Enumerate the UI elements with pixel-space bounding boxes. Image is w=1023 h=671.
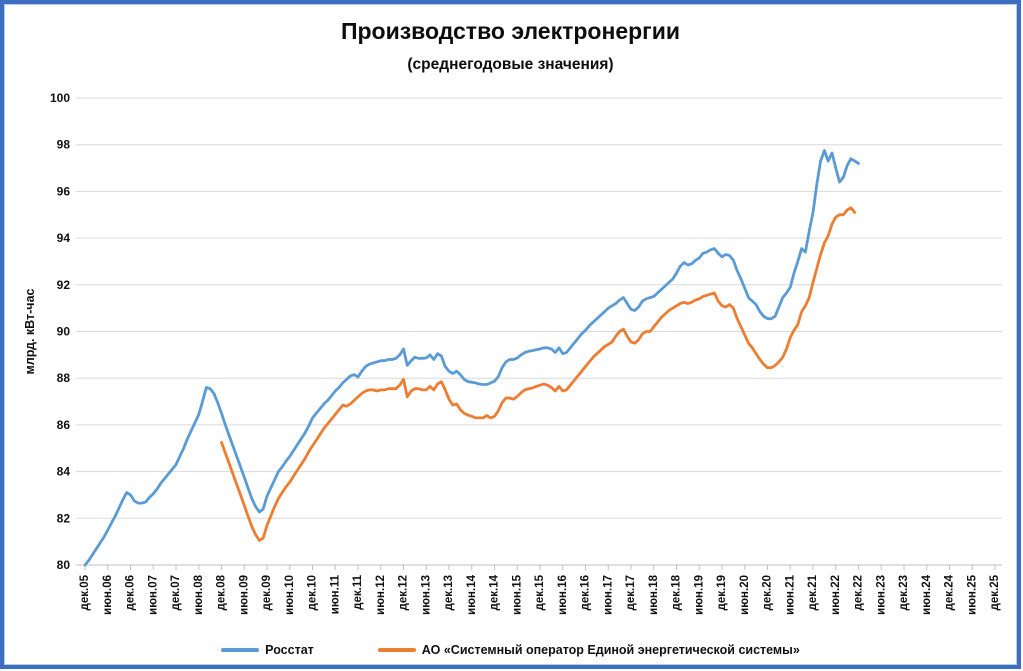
x-axis-tick-label: дек.10: [307, 575, 319, 610]
x-axis-tick-label: дек.13: [443, 575, 455, 610]
y-axis-tick-label: 100: [50, 91, 70, 105]
legend-swatch: [221, 648, 260, 652]
series-line-0: [83, 149, 860, 567]
x-axis-tick-label: дек.14: [489, 574, 501, 610]
x-axis-tick-label: дек.12: [398, 575, 410, 610]
x-axis-tick-label: дек.05: [79, 574, 91, 610]
x-axis-tick-label: июн.14: [466, 574, 478, 614]
y-axis-tick-label: 94: [57, 231, 71, 245]
x-axis-tick-label: дек.25: [989, 574, 1001, 610]
legend-item-rosstat[interactable]: Росстат: [221, 643, 314, 657]
x-axis-tick-label: июн.22: [830, 575, 842, 615]
y-axis-title: млрд. кВт-час: [23, 288, 37, 374]
x-axis-tick-label: июн.25: [966, 574, 978, 614]
x-axis-tick-label: дек.23: [898, 575, 910, 610]
y-axis-tick-label: 92: [57, 278, 71, 292]
x-axis-tick-label: дек.20: [762, 575, 774, 610]
x-axis-tick-label: июн.19: [693, 575, 705, 615]
y-axis-tick-label: 88: [57, 371, 71, 385]
x-axis-tick-label: июн.12: [375, 575, 387, 615]
x-axis-tick-label: июн.09: [238, 575, 250, 615]
chart-title: Производство электронергии: [340, 18, 681, 44]
legend-swatch: [377, 648, 416, 652]
x-axis-tick-label: дек.07: [170, 575, 182, 610]
x-axis-tick-label: дек.21: [807, 574, 819, 610]
chart-subtitle: (среднегодовые значения): [407, 56, 614, 73]
x-axis-tick-label: июн.07: [147, 575, 159, 615]
y-axis-tick-label: 98: [57, 138, 71, 152]
x-axis-tick-label: июн.16: [557, 575, 569, 615]
x-axis-tick-label: июн.21: [784, 574, 796, 614]
y-axis-tick-label: 96: [57, 184, 71, 198]
x-axis-tick-label: дек.17: [625, 575, 637, 610]
x-axis-tick-label: июн.20: [739, 575, 751, 615]
x-axis-tick-label: июн.17: [602, 575, 614, 615]
x-axis-tick-label: июн.08: [193, 574, 205, 614]
x-axis-tick-label: дек.18: [671, 574, 683, 610]
legend-label: Росстат: [265, 643, 314, 657]
x-axis-tick-label: дек.16: [580, 575, 592, 610]
chart-canvas: 80 82 84 86 88 90 92 94 96 98 100 дек.05 июн.06 дек.0…: [23, 91, 1002, 615]
x-axis-tick-label: июн.06: [102, 575, 114, 615]
x-axis-tick-label: дек.22: [853, 575, 865, 610]
x-axis-tick-label: июн.11: [329, 574, 341, 614]
x-axis-tick-label: июн.15: [511, 574, 523, 614]
x-axis-tick-label: дек.24: [944, 574, 956, 610]
y-axis-tick-label: 90: [57, 325, 71, 339]
y-axis-tick-label: 80: [57, 558, 71, 572]
legend-item-so-ees[interactable]: АО «Системный оператор Единой энергетиче…: [377, 643, 800, 657]
x-axis-tick-label: дек.11: [352, 574, 364, 609]
x-axis-tick-label: июн.13: [420, 575, 432, 615]
chart-legend: Росстат АО «Системный оператор Единой эн…: [4, 643, 1017, 657]
x-axis-tick-label: дек.15: [534, 574, 546, 610]
y-axis-tick-label: 84: [57, 465, 71, 479]
y-axis-tick-label: 86: [57, 418, 71, 432]
y-axis-tick-label: 82: [57, 511, 71, 525]
x-axis-tick-label: июн.23: [875, 575, 887, 615]
x-axis-tick-label: июн.24: [921, 574, 933, 614]
legend-label: АО «Системный оператор Единой энергетиче…: [421, 643, 800, 657]
series-line-1: [220, 206, 857, 542]
x-axis-tick-label: июн.10: [284, 575, 296, 615]
x-axis-tick-label: дек.08: [216, 574, 228, 610]
x-axis-tick-label: дек.19: [716, 575, 728, 610]
x-axis-tick-label: дек.06: [125, 575, 137, 610]
x-axis-tick-label: дек.09: [261, 575, 273, 610]
x-axis-tick-label: июн.18: [648, 574, 660, 614]
